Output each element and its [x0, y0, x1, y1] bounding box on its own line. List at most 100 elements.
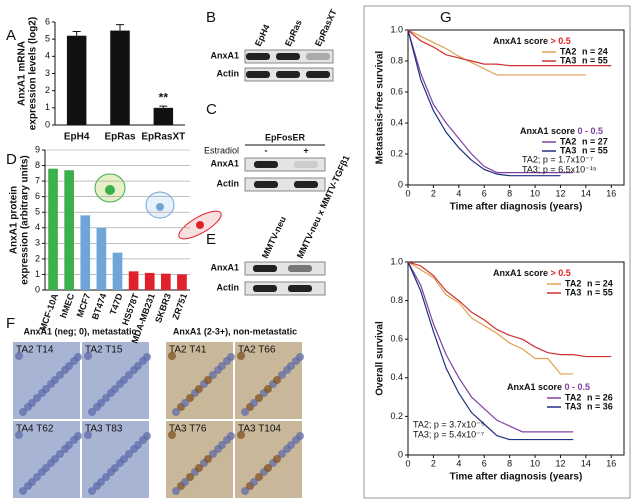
micrograph-label: TA2 T14	[16, 345, 54, 356]
group-range: 0 - 0.5	[578, 126, 604, 136]
y-tick-label: 3	[35, 238, 40, 248]
legend-name: TA3	[560, 145, 576, 155]
blot-band	[253, 285, 277, 292]
blot-column-label: EpRasXT	[313, 7, 339, 47]
plot-frame	[407, 261, 625, 456]
x-tick-label: 2	[431, 458, 436, 468]
blot-band	[276, 53, 300, 60]
x-tick-label: 8	[507, 188, 512, 198]
legend-name: TA2	[560, 136, 576, 146]
micrograph-nucleus	[218, 362, 226, 370]
y-tick-label: 0	[35, 284, 40, 294]
y-tick-label: 0	[45, 119, 50, 129]
micrograph-nucleus	[74, 432, 82, 440]
x-tick-label: 12	[555, 458, 565, 468]
error-bar	[116, 24, 124, 31]
y-tick-label: 0	[398, 179, 403, 189]
y-tick-label: 1	[45, 102, 50, 112]
bar	[161, 273, 171, 290]
x-tick-label: 0	[405, 188, 410, 198]
survival-curve	[407, 261, 574, 433]
y-tick-label: 1.0	[390, 256, 403, 266]
y-tick-label: 2	[45, 85, 50, 95]
legend-n: n = 24	[582, 46, 608, 56]
micrograph-nucleus	[84, 431, 92, 439]
bar	[80, 215, 91, 290]
legend-name: TA3	[560, 55, 576, 65]
error-bar	[159, 105, 168, 108]
micrograph-nucleus	[209, 450, 217, 458]
blot-treatment: Estradiol	[204, 145, 239, 155]
legend-n: n = 36	[587, 401, 613, 411]
blot-band	[288, 285, 312, 292]
y-tick-label: 1	[35, 269, 40, 279]
micrograph-nucleus	[143, 353, 151, 361]
panel-g-frame	[363, 5, 631, 499]
p-value: TA2; p = 3.7x10⁻⁵	[413, 419, 485, 429]
micrograph-nucleus	[227, 353, 235, 361]
y-axis-label: AnxA1 protein	[9, 186, 20, 254]
micrograph-nucleus	[209, 371, 217, 379]
x-tick-label: 10	[530, 458, 540, 468]
legend-n: n = 26	[587, 392, 613, 402]
panel-letter: B	[206, 9, 216, 26]
x-tick-label: EpRasXT	[141, 132, 185, 143]
cartoon-nucleus	[196, 221, 204, 229]
micrograph-nucleus	[241, 408, 249, 416]
y-tick-label: 9	[35, 144, 40, 154]
bar	[177, 274, 187, 290]
blot-title: EpFosER	[265, 132, 306, 142]
x-tick-label: BT474	[90, 292, 109, 321]
panel-letter: F	[6, 315, 15, 332]
y-tick-label: 0	[398, 449, 403, 459]
micrograph-nucleus	[97, 399, 105, 407]
legend-n: n = 55	[582, 145, 608, 155]
blot-band	[306, 71, 330, 78]
micrograph-nucleus	[19, 487, 27, 495]
blot-column-label: +	[303, 145, 308, 155]
micrograph-nucleus	[181, 478, 189, 486]
micrograph-nucleus	[250, 478, 258, 486]
y-axis-label: expression (arbitrary units)	[20, 155, 31, 284]
micrograph-nucleus	[74, 353, 82, 361]
x-tick-label: 2	[431, 188, 436, 198]
y-tick-label: 0.6	[390, 334, 403, 344]
blot-band	[294, 181, 318, 188]
blot-band	[306, 53, 330, 60]
micrograph-nucleus	[42, 385, 50, 393]
micrograph-nucleus	[287, 362, 295, 370]
x-tick-label: 16	[606, 458, 616, 468]
bar	[96, 227, 107, 290]
x-axis-label: Time after diagnosis (years)	[450, 472, 583, 483]
legend-name: TA3	[565, 287, 581, 297]
micrograph-nucleus	[51, 455, 59, 463]
bar	[48, 168, 58, 290]
blot-row-label: AnxA1	[210, 158, 239, 168]
micrograph-nucleus	[195, 385, 203, 393]
blot-band	[254, 181, 278, 188]
y-tick-label: 0.8	[390, 295, 403, 305]
group-label: AnxA1 score 0 - 0.5	[520, 126, 603, 136]
micrograph-nucleus	[255, 394, 263, 402]
bar	[144, 272, 155, 290]
y-tick-label: 0.2	[390, 148, 403, 158]
x-tick-label: 14	[581, 458, 591, 468]
bar	[112, 252, 123, 290]
micrograph-nucleus	[273, 455, 281, 463]
group-range: > 0.5	[551, 36, 571, 46]
x-tick-label: EpRas	[104, 132, 136, 143]
y-tick-label: 1.0	[390, 24, 403, 34]
legend-n: n = 27	[582, 136, 608, 146]
x-tick-label: 4	[456, 188, 461, 198]
group-score: AnxA1 score	[520, 126, 575, 136]
y-tick-label: 8	[35, 160, 40, 170]
blot-row-label: Actin	[217, 68, 240, 78]
x-tick-label: 10	[530, 188, 540, 198]
survival-curve	[407, 261, 574, 441]
micrograph-nucleus	[172, 487, 180, 495]
survival-curve	[407, 29, 612, 67]
micrograph-nucleus	[42, 464, 50, 472]
x-tick-label: 6	[482, 188, 487, 198]
